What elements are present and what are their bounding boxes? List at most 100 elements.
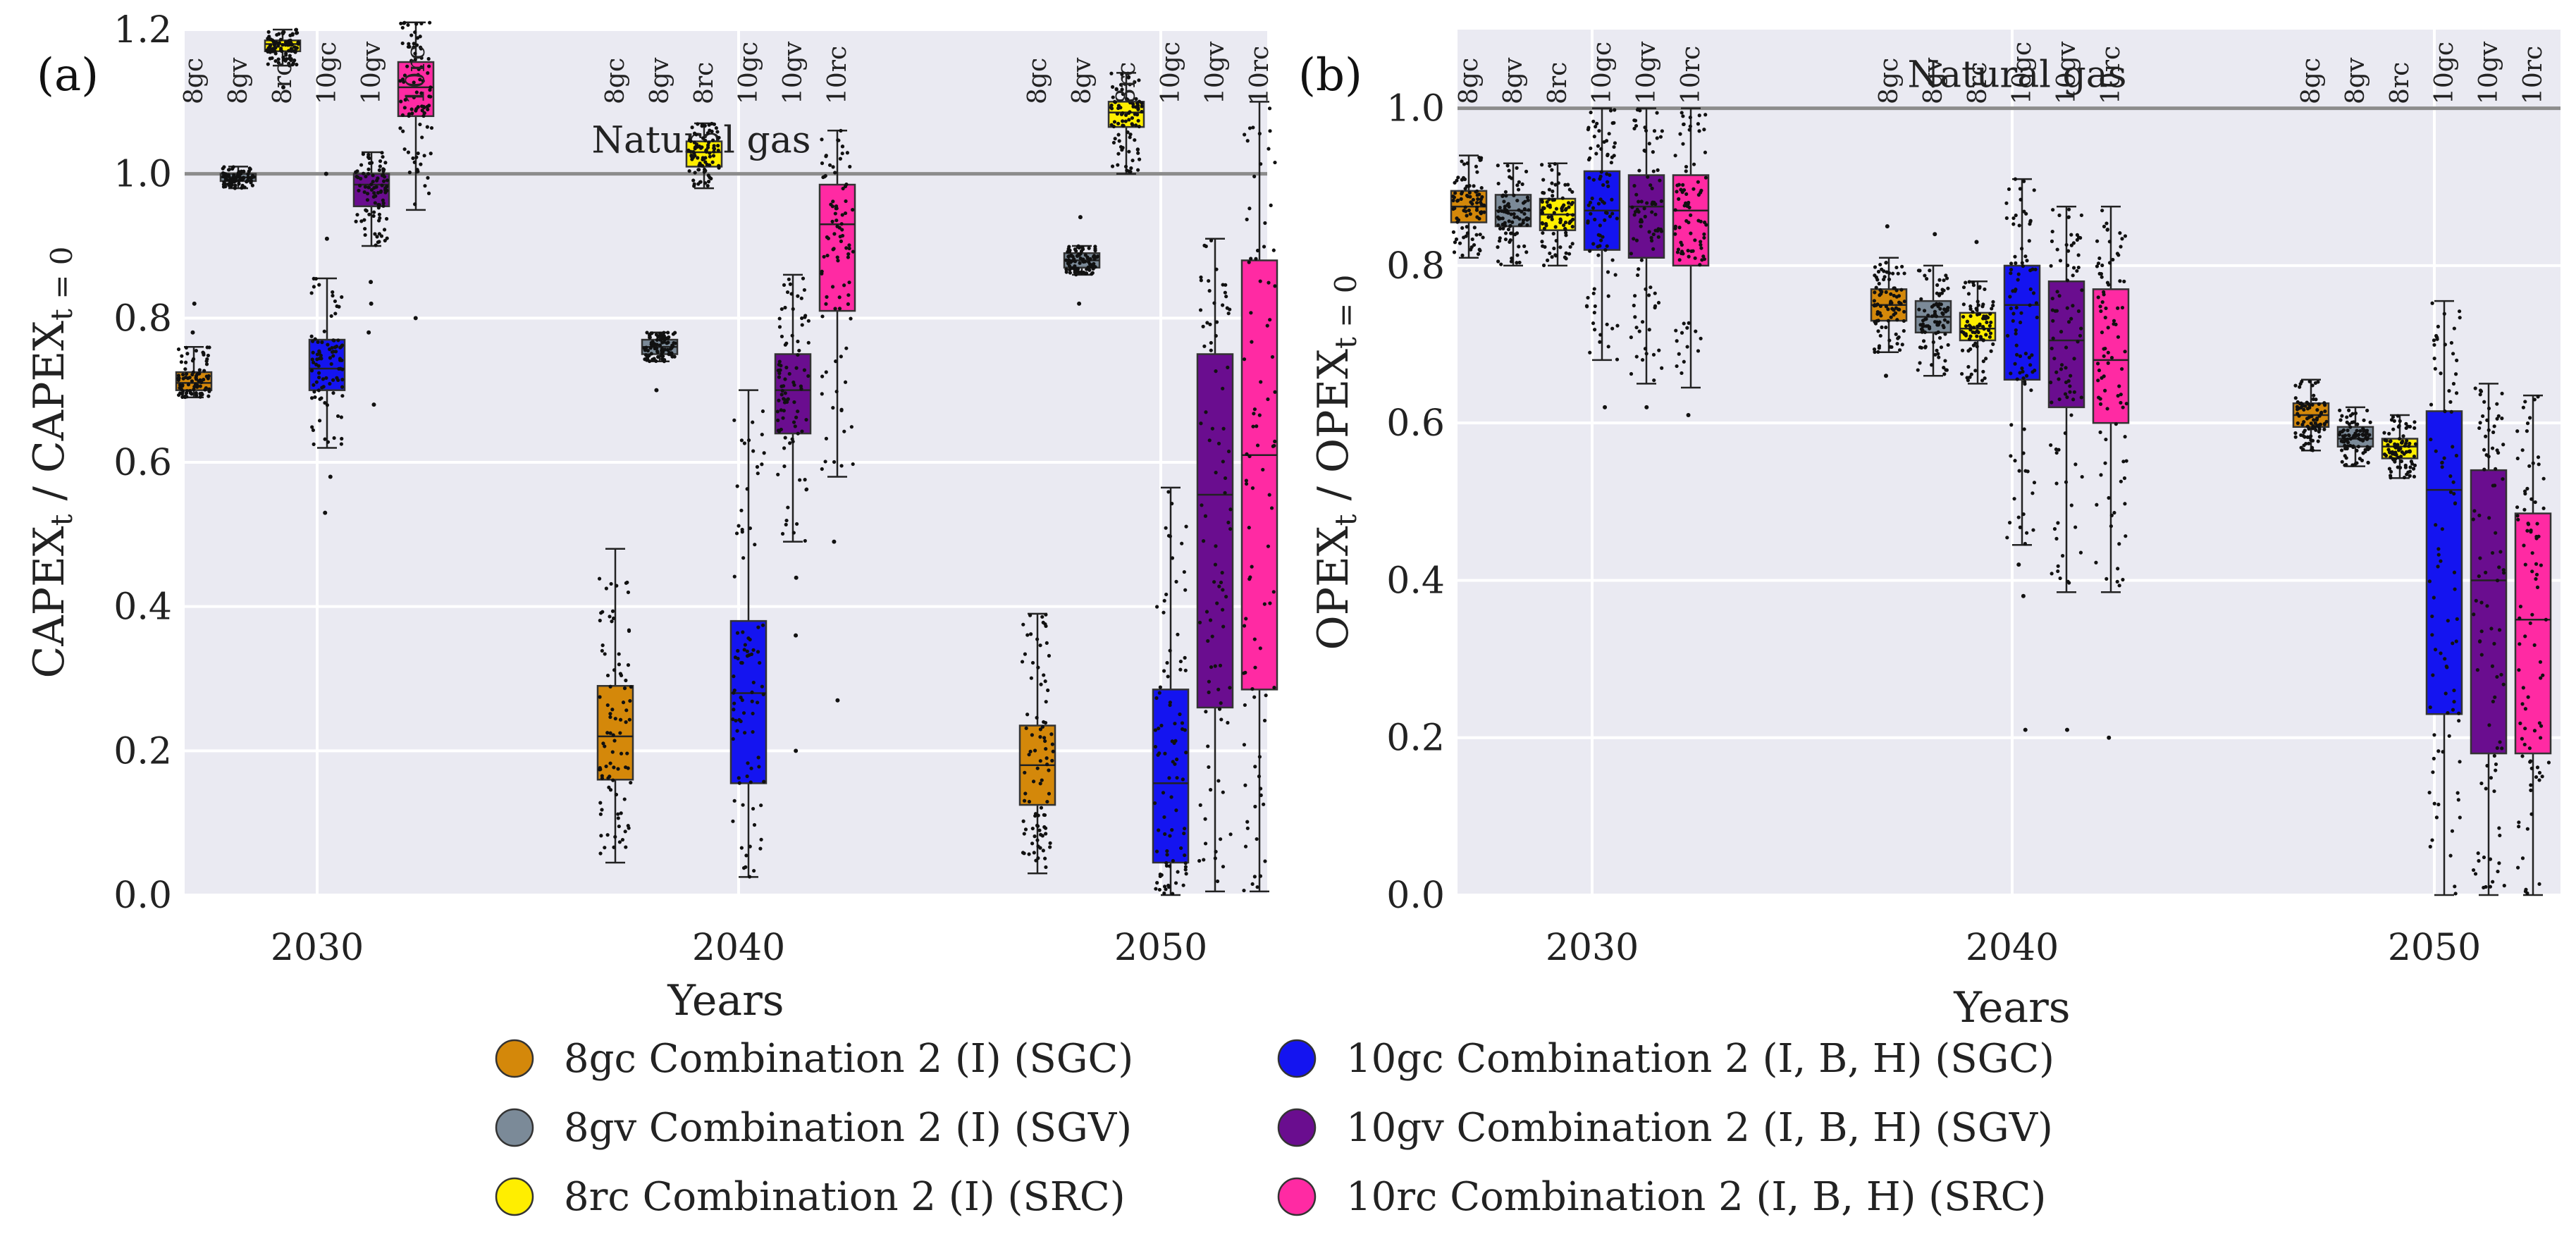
sample-point xyxy=(1036,856,1040,861)
sample-point xyxy=(1252,695,1257,699)
sample-point xyxy=(1879,314,1883,318)
category-label-10gv: 10gv xyxy=(2052,41,2081,104)
sample-point xyxy=(1973,341,1978,345)
sample-point xyxy=(844,199,848,204)
sample-point xyxy=(782,283,787,288)
sample-point xyxy=(423,184,427,188)
sample-point xyxy=(1088,265,1092,269)
sample-point xyxy=(612,765,616,770)
sample-point xyxy=(1207,288,1212,293)
sample-point xyxy=(1899,288,1904,292)
sample-point xyxy=(194,349,199,353)
y-tick-label: 0.8 xyxy=(113,297,172,340)
sample-point xyxy=(2440,527,2444,531)
sample-point xyxy=(278,37,283,42)
sample-point xyxy=(1522,211,1527,216)
sample-point xyxy=(743,643,747,647)
sample-point xyxy=(830,219,834,223)
sample-point xyxy=(838,156,842,161)
sample-point xyxy=(385,178,390,183)
sample-point xyxy=(2022,209,2026,214)
sample-point xyxy=(1524,169,1529,173)
sample-point xyxy=(1140,104,1144,109)
box-10gv-2050 xyxy=(2470,383,2508,896)
sample-point xyxy=(2539,676,2543,680)
outlier-point xyxy=(1078,215,1083,220)
sample-point xyxy=(331,290,335,295)
sample-point xyxy=(1244,617,1248,621)
sample-point xyxy=(1453,191,1458,195)
category-label-10gc: 10gc xyxy=(2008,42,2037,104)
sample-point xyxy=(2396,414,2400,418)
sample-point xyxy=(2525,421,2530,426)
sample-point xyxy=(759,837,763,841)
sample-point xyxy=(598,801,603,805)
sample-point xyxy=(2434,815,2439,820)
sample-point xyxy=(612,668,617,672)
sample-point xyxy=(1169,795,1173,799)
box-10rc-2040 xyxy=(818,128,856,703)
box-iqr xyxy=(596,684,634,781)
sample-point xyxy=(1639,258,1644,262)
sample-point xyxy=(1207,690,1211,695)
sample-point xyxy=(422,154,426,158)
sample-point xyxy=(1586,219,1590,223)
sample-point xyxy=(1166,674,1170,679)
sample-point xyxy=(1547,197,1551,202)
sample-point xyxy=(824,154,828,158)
sample-point xyxy=(611,616,616,621)
category-label-8gv: 8gv xyxy=(646,57,674,104)
sample-point xyxy=(2120,305,2125,310)
sample-point xyxy=(2491,430,2496,434)
sample-point xyxy=(2035,315,2039,320)
category-label-10gv: 10gv xyxy=(357,41,386,104)
sample-point xyxy=(2501,682,2506,686)
sample-point xyxy=(1894,306,1898,310)
sample-point xyxy=(1517,208,1521,212)
sample-point xyxy=(1268,601,1272,605)
sample-point xyxy=(2310,426,2315,431)
sample-point xyxy=(1213,856,1217,861)
sample-point xyxy=(1554,206,1559,211)
sample-point xyxy=(317,283,321,287)
category-label-8rc: 8rc xyxy=(269,62,297,104)
sample-point xyxy=(1515,253,1520,257)
sample-point xyxy=(2346,433,2351,438)
panel-label: (a) xyxy=(37,49,99,101)
sample-point xyxy=(1462,162,1467,166)
sample-point xyxy=(1884,304,1888,309)
sample-point xyxy=(1922,309,1927,313)
sample-point xyxy=(794,415,799,419)
sample-point xyxy=(1644,352,1648,356)
sample-point xyxy=(419,162,423,166)
sample-point xyxy=(1975,334,1979,338)
sample-point xyxy=(1038,735,1042,739)
sample-point xyxy=(822,254,826,259)
sample-point xyxy=(271,49,275,54)
sample-point xyxy=(1037,828,1042,832)
sample-point xyxy=(1166,883,1171,888)
sample-point xyxy=(1044,612,1048,617)
sample-point xyxy=(1684,164,1689,169)
sample-point xyxy=(2516,517,2520,522)
sample-point xyxy=(760,409,765,414)
sample-point xyxy=(426,71,430,75)
sample-point xyxy=(205,345,209,350)
sample-point xyxy=(2487,723,2491,727)
sample-point xyxy=(2069,374,2073,378)
box-iqr xyxy=(2470,469,2508,755)
sample-point xyxy=(780,388,784,393)
sample-point xyxy=(1023,652,1028,656)
sample-point xyxy=(2441,750,2445,754)
sample-point xyxy=(202,369,207,373)
sample-point xyxy=(314,276,318,281)
category-label-10gc: 10gc xyxy=(1157,42,1185,104)
sample-point xyxy=(1930,304,1935,309)
sample-point xyxy=(795,522,799,526)
sample-point xyxy=(329,362,333,366)
sample-point xyxy=(1118,82,1123,87)
box-8gc-2050 xyxy=(2292,378,2330,452)
sample-point xyxy=(756,755,760,760)
sample-point xyxy=(2528,621,2532,625)
sample-point xyxy=(1942,278,1946,283)
